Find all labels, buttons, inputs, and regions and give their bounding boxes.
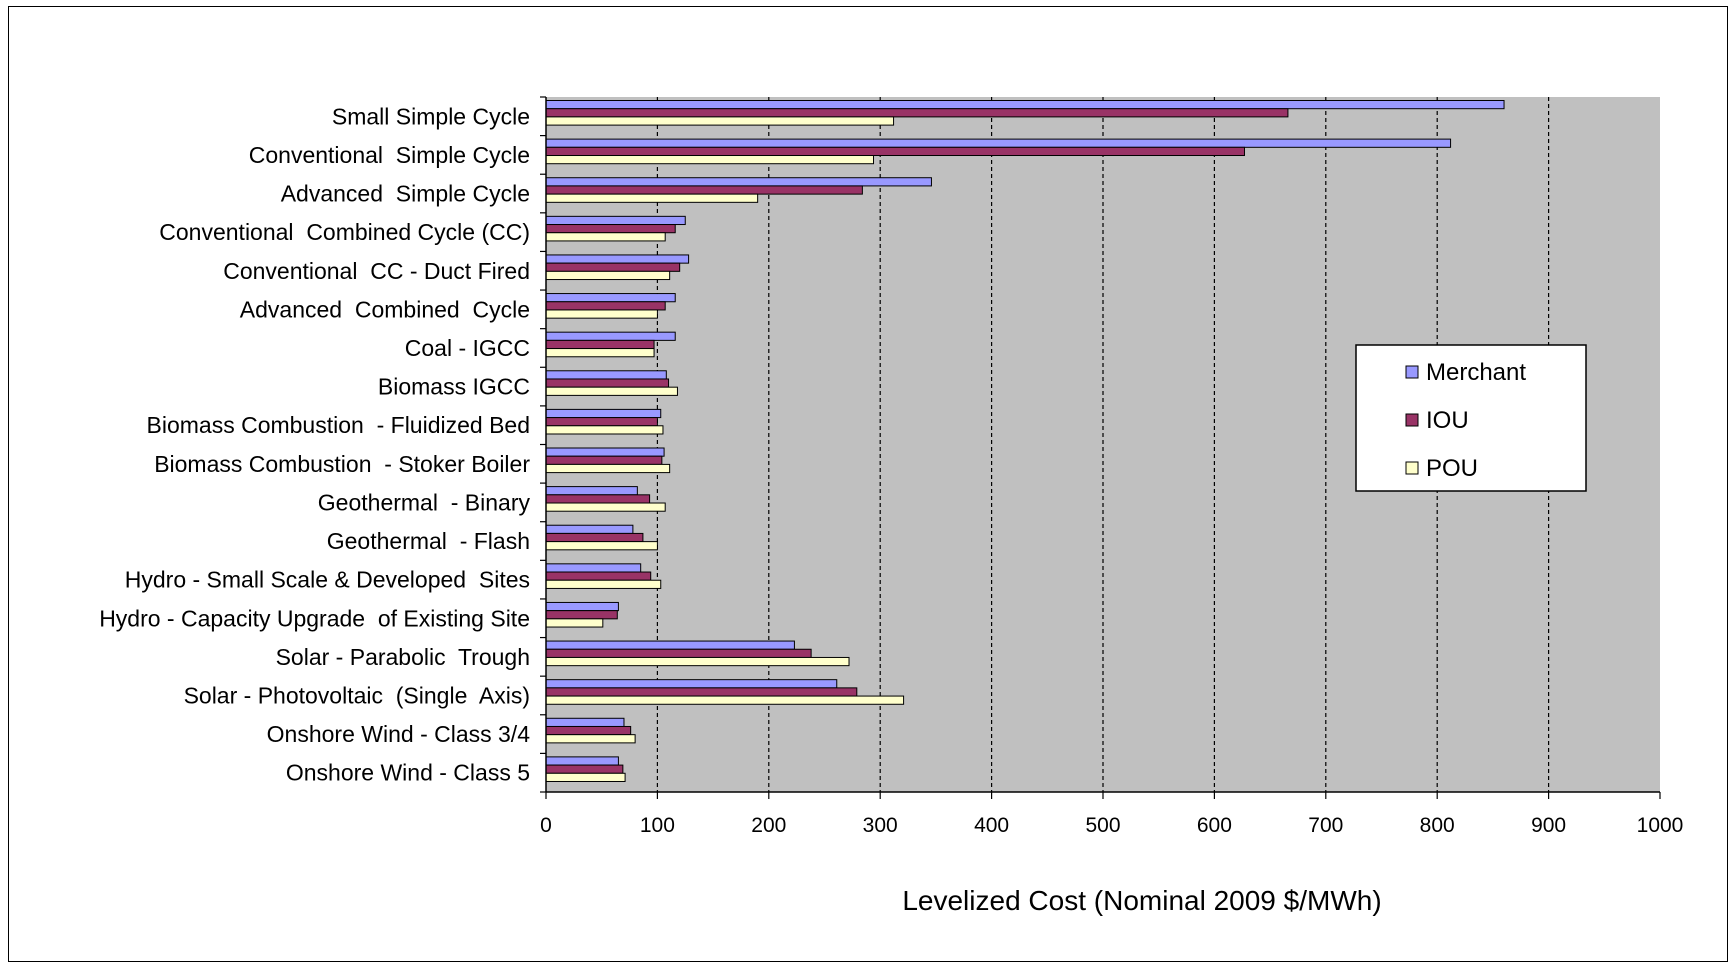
bar-merchant xyxy=(545,370,667,380)
category-label: Biomass Combustion - Stoker Boiler xyxy=(154,451,530,477)
category-label: Advanced Simple Cycle xyxy=(281,181,530,207)
bar-merchant xyxy=(545,601,619,612)
category-labels: Small Simple Cycle Conventional Simple Cy… xyxy=(99,103,530,785)
bar-merchant xyxy=(545,254,690,264)
category-label: Onshore Wind - Class 5 xyxy=(286,760,530,786)
x-tick-label: 1000 xyxy=(1637,814,1684,837)
bar-merchant xyxy=(545,640,795,650)
x-tick-label: 700 xyxy=(1308,814,1343,837)
bar-merchant xyxy=(545,293,676,303)
bar-merchant xyxy=(545,215,686,226)
legend-swatch-pou xyxy=(1405,461,1419,475)
bar-pou xyxy=(545,309,658,319)
bar-merchant xyxy=(545,679,838,689)
bar-merchant xyxy=(545,331,676,341)
category-label: Geothermal - Flash xyxy=(327,528,530,554)
legend-swatch-merchant xyxy=(1405,365,1419,379)
bar-merchant xyxy=(545,524,634,534)
bar-pou xyxy=(545,734,636,744)
x-axis-title: Levelized Cost (Nominal 2009 $/MWh) xyxy=(902,885,1381,916)
category-label: Solar - Photovoltaic (Single Axis) xyxy=(184,682,530,708)
bar-merchant xyxy=(545,447,665,457)
bar-iou xyxy=(545,648,812,658)
bar-merchant xyxy=(545,100,1505,110)
bar-pou xyxy=(545,232,666,242)
bar-pou xyxy=(545,463,671,474)
bar-iou xyxy=(545,455,663,465)
legend: Merchant IOU POU xyxy=(1355,344,1587,492)
bar-pou xyxy=(545,270,671,281)
bar-merchant xyxy=(545,717,625,727)
bar-iou xyxy=(545,378,670,388)
axes xyxy=(540,96,1661,799)
bar-merchant xyxy=(545,138,1452,148)
category-label: Solar - Parabolic Trough xyxy=(276,644,530,670)
category-label: Biomass IGCC xyxy=(378,374,530,400)
bar-pou xyxy=(545,656,850,667)
bar-iou xyxy=(545,146,1245,157)
x-tick-label: 100 xyxy=(640,814,675,837)
bar-pou xyxy=(545,579,662,589)
bar-iou xyxy=(545,224,676,234)
bar-pou xyxy=(545,618,604,628)
bar-pou xyxy=(545,425,664,435)
bar-iou xyxy=(545,687,858,697)
bar-pou xyxy=(545,502,666,512)
category-label: Small Simple Cycle xyxy=(332,103,530,129)
x-tick-label: 900 xyxy=(1531,814,1566,837)
bar-iou xyxy=(545,108,1289,118)
bar-iou xyxy=(545,262,681,272)
x-tick-label: 0 xyxy=(540,814,552,837)
category-label: Hydro - Capacity Upgrade of Existing Sit… xyxy=(99,605,530,631)
bar-pou xyxy=(545,155,875,165)
legend-box xyxy=(1355,344,1587,492)
bar-pou xyxy=(545,772,626,782)
legend-label-pou: POU xyxy=(1426,455,1478,482)
bar-merchant xyxy=(545,177,932,187)
bar-pou xyxy=(545,541,658,551)
legend-label-iou: IOU xyxy=(1426,407,1469,434)
bar-iou xyxy=(545,417,658,427)
x-tick-label: 300 xyxy=(863,814,898,837)
bar-iou xyxy=(545,185,863,195)
x-tick-label: 600 xyxy=(1197,814,1232,837)
legend-label-merchant: Merchant xyxy=(1426,359,1526,386)
bar-merchant xyxy=(545,408,662,419)
bar-iou xyxy=(545,725,632,736)
bar-iou xyxy=(545,494,651,504)
category-label: Conventional CC - Duct Fired xyxy=(223,258,530,284)
x-tick-label: 800 xyxy=(1420,814,1455,837)
category-label: Conventional Combined Cycle (CC) xyxy=(159,219,530,245)
bar-merchant xyxy=(545,563,642,573)
x-tick-label: 500 xyxy=(1085,814,1120,837)
bar-iou xyxy=(545,764,624,774)
bar-pou xyxy=(545,193,759,203)
bar-merchant xyxy=(545,756,619,766)
bar-iou xyxy=(545,339,655,350)
category-label: Coal - IGCC xyxy=(405,335,530,361)
category-label: Hydro - Small Scale & Developed Sites xyxy=(125,567,530,593)
x-tick-label: 200 xyxy=(751,814,786,837)
category-label: Biomass Combustion - Fluidized Bed xyxy=(147,412,531,438)
legend-swatch-iou xyxy=(1405,413,1419,427)
category-label: Conventional Simple Cycle xyxy=(249,142,530,168)
bar-iou xyxy=(545,571,652,581)
x-tick-label: 400 xyxy=(974,814,1009,837)
bar-merchant xyxy=(545,486,638,496)
bar-pou xyxy=(545,116,895,126)
category-label: Onshore Wind - Class 3/4 xyxy=(267,721,531,747)
category-label: Advanced Combined Cycle xyxy=(240,296,530,322)
bar-iou xyxy=(545,610,618,620)
bar-iou xyxy=(545,301,666,311)
bar-iou xyxy=(545,532,644,543)
bar-pou xyxy=(545,695,905,705)
bar-pou xyxy=(545,386,678,396)
grid-lines xyxy=(656,97,1550,792)
category-label: Geothermal - Binary xyxy=(318,489,531,515)
x-tick-labels: 0 100 200 300 400 500 600 700 800 900 1000 xyxy=(540,814,1683,837)
bar-pou xyxy=(545,348,655,358)
